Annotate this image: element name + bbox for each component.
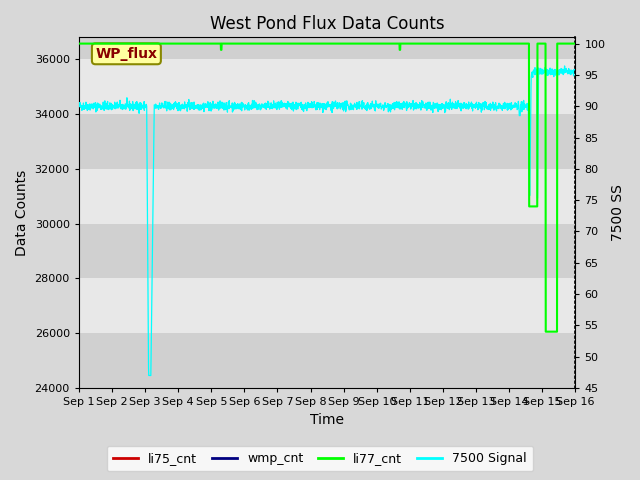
Bar — [79, 224, 575, 278]
Y-axis label: Data Counts: Data Counts — [15, 169, 29, 256]
Bar — [79, 114, 575, 169]
Bar — [79, 37, 575, 59]
Y-axis label: 7500 SS: 7500 SS — [611, 184, 625, 241]
Text: WP_flux: WP_flux — [95, 47, 157, 61]
Title: West Pond Flux Data Counts: West Pond Flux Data Counts — [210, 15, 444, 33]
Bar — [79, 333, 575, 388]
Legend: li75_cnt, wmp_cnt, li77_cnt, 7500 Signal: li75_cnt, wmp_cnt, li77_cnt, 7500 Signal — [107, 446, 533, 471]
X-axis label: Time: Time — [310, 413, 344, 427]
